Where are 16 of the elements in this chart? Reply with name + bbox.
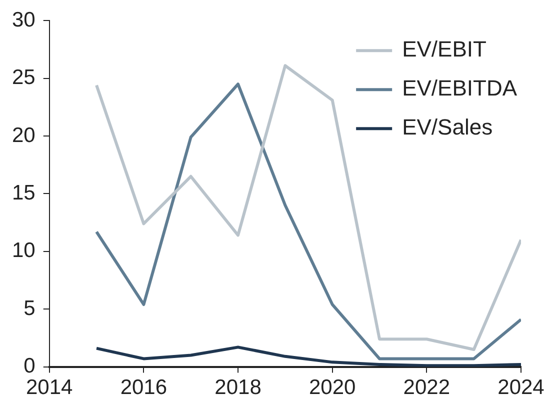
y-tick-label: 25: [12, 66, 36, 90]
legend-label: EV/Sales: [402, 114, 493, 140]
y-tick-label: 30: [12, 8, 36, 32]
x-tick-label: 2022: [403, 376, 450, 400]
legend-label: EV/EBIT: [402, 36, 486, 62]
y-tick-label: 0: [24, 354, 36, 378]
y-tick-label: 5: [24, 296, 36, 320]
legend-label: EV/EBITDA: [402, 76, 518, 101]
x-tick-label: 2014: [26, 376, 74, 400]
y-tick-label: 15: [12, 181, 36, 204]
y-tick-label: 10: [12, 239, 36, 262]
y-tick-label: 20: [12, 124, 36, 147]
x-tick-label: 2024: [498, 376, 545, 400]
x-tick-label: 2020: [308, 376, 356, 400]
x-tick-label: 2018: [214, 376, 262, 400]
x-tick-label: 2016: [120, 376, 168, 400]
